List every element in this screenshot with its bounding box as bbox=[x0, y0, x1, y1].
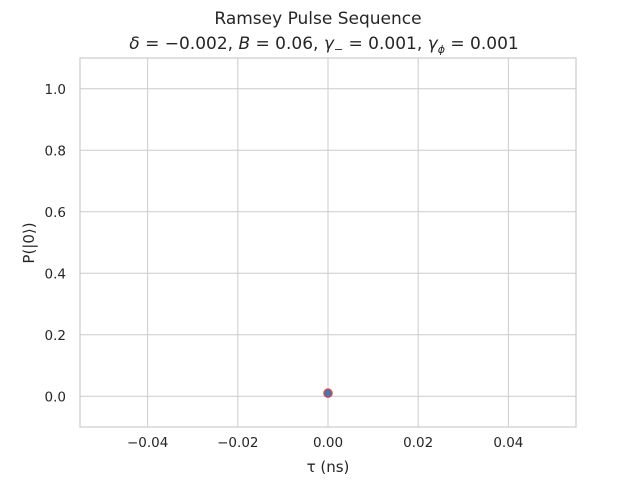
x-tick-labels: −0.04 −0.02 0.00 0.02 0.04 bbox=[127, 435, 523, 451]
subtitle-gamma-phi-subscript: ϕ bbox=[438, 43, 445, 56]
y-tick-label: 0.2 bbox=[45, 328, 66, 344]
data-point bbox=[323, 388, 333, 398]
y-tick-label: 0.8 bbox=[45, 143, 66, 159]
data-points bbox=[323, 388, 333, 398]
y-tick-label: 0.0 bbox=[45, 389, 66, 405]
x-axis-label: τ (ns) bbox=[307, 458, 350, 476]
subtitle-delta-symbol: δ bbox=[129, 34, 139, 54]
x-tick-label: 0.00 bbox=[313, 435, 343, 451]
subtitle-delta-value: = −0.002, bbox=[140, 34, 239, 54]
subtitle-gamma-phi-value: = 0.001 bbox=[445, 34, 519, 54]
subtitle-b-value: = 0.06, bbox=[250, 34, 324, 54]
subtitle-b-symbol: B bbox=[238, 34, 250, 54]
grid-lines bbox=[80, 58, 576, 427]
chart-title: Ramsey Pulse Sequence bbox=[214, 9, 421, 29]
subtitle-gamma-minus-subscript: − bbox=[334, 43, 343, 56]
subtitle-gamma-minus-symbol: γ bbox=[324, 34, 335, 54]
y-tick-labels: 0.0 0.2 0.4 0.6 0.8 1.0 bbox=[45, 82, 66, 406]
y-tick-label: 1.0 bbox=[45, 82, 66, 98]
x-tick-label: 0.02 bbox=[403, 435, 433, 451]
x-tick-label: 0.04 bbox=[493, 435, 523, 451]
chart-subtitle: δ = −0.002, B = 0.06, γ− = 0.001, γϕ = 0… bbox=[129, 34, 518, 56]
y-tick-label: 0.6 bbox=[45, 205, 66, 221]
subtitle-gamma-minus-value: = 0.001, bbox=[343, 34, 428, 54]
y-axis-label: P(|0⟩) bbox=[20, 222, 38, 263]
x-tick-label: −0.04 bbox=[127, 435, 168, 451]
x-tick-label: −0.02 bbox=[217, 435, 258, 451]
subtitle-gamma-phi-symbol: γ bbox=[428, 34, 439, 54]
y-tick-label: 0.4 bbox=[45, 266, 66, 282]
plot-area-frame bbox=[79, 57, 577, 428]
